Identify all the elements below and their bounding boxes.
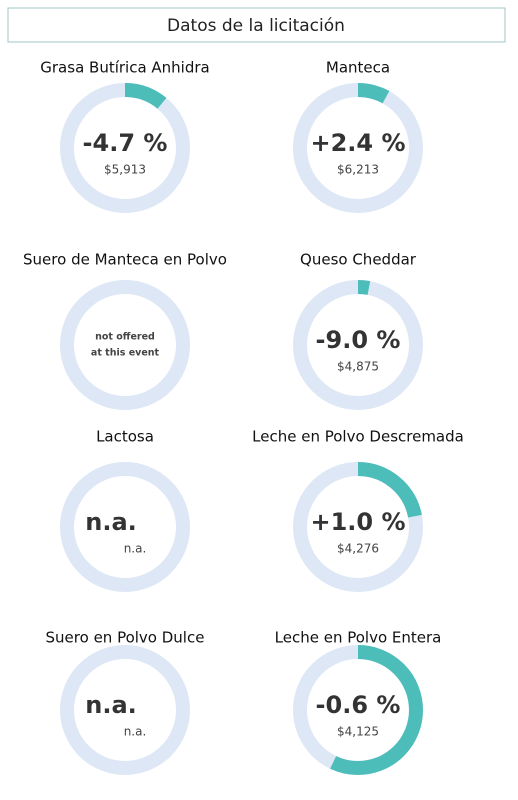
product-name: Leche en Polvo Descremada [252,428,464,446]
product-name: Queso Cheddar [300,251,417,269]
price: $4,875 [337,360,379,374]
gauge-arc [293,83,423,213]
product-name: Suero de Manteca en Polvo [23,251,227,269]
gauge-arc [293,280,423,410]
note: at this event [91,348,160,359]
change: -4.7 % [83,129,168,157]
change: n.a. [85,691,137,719]
price: $4,125 [337,725,379,739]
title-box [7,7,506,43]
product-name: Lactosa [96,428,154,446]
price: $4,276 [337,542,379,556]
note: not offered [95,332,155,343]
change: n.a. [85,508,137,536]
change: +2.4 % [310,129,405,157]
product-name: Manteca [326,59,390,77]
gauge-arc [293,462,423,592]
gauge-arc [293,645,423,775]
product-name: Suero en Polvo Dulce [46,629,205,647]
change: -0.6 % [316,691,401,719]
title: Datos de la licitación [167,16,345,36]
price: $5,913 [104,163,146,177]
price: n.a. [124,725,147,739]
gauge-track [60,645,190,775]
change: -9.0 % [316,326,401,354]
price: n.a. [124,542,147,556]
price: $6,213 [337,163,379,177]
gauge-track [60,280,190,410]
gauge-arc [60,83,190,213]
product-name: Grasa Butírica Anhidra [40,59,209,77]
gauge-track [60,462,190,592]
change: +1.0 % [310,508,405,536]
product-name: Leche en Polvo Entera [275,629,442,647]
